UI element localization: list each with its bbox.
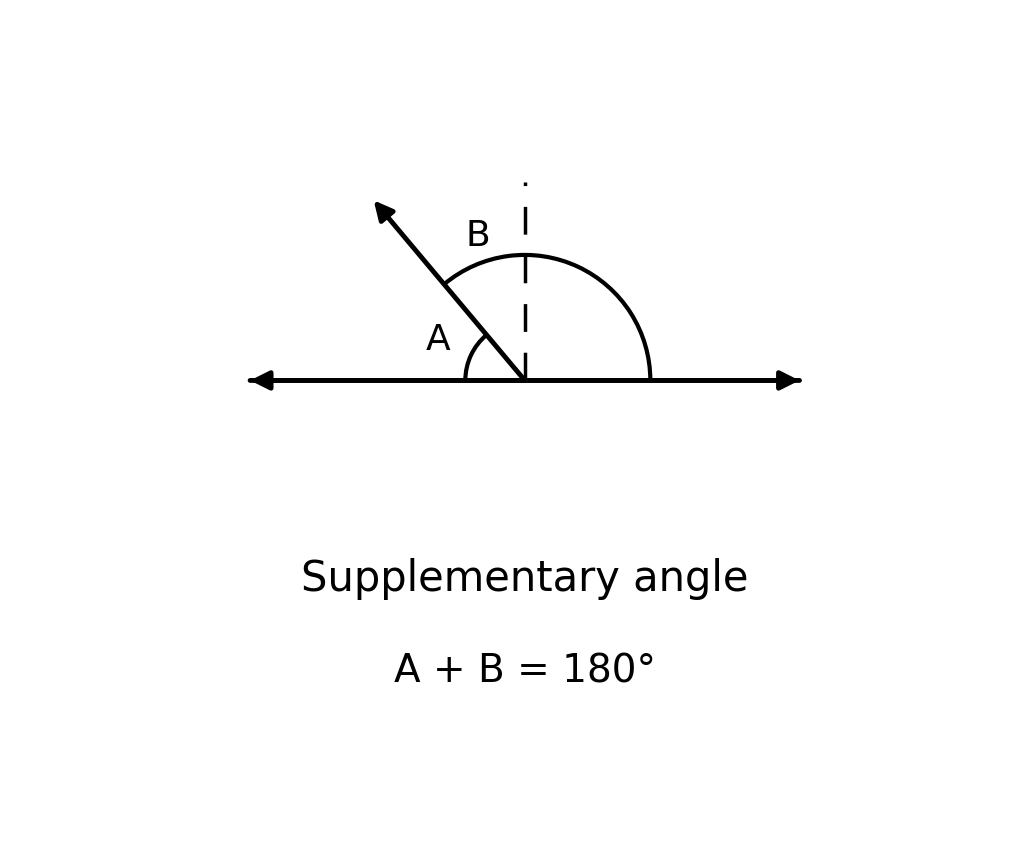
Text: Supplementary angle: Supplementary angle — [301, 558, 749, 600]
Text: A: A — [426, 323, 451, 357]
Text: B: B — [466, 219, 490, 253]
Text: A + B = 180°: A + B = 180° — [394, 652, 655, 690]
